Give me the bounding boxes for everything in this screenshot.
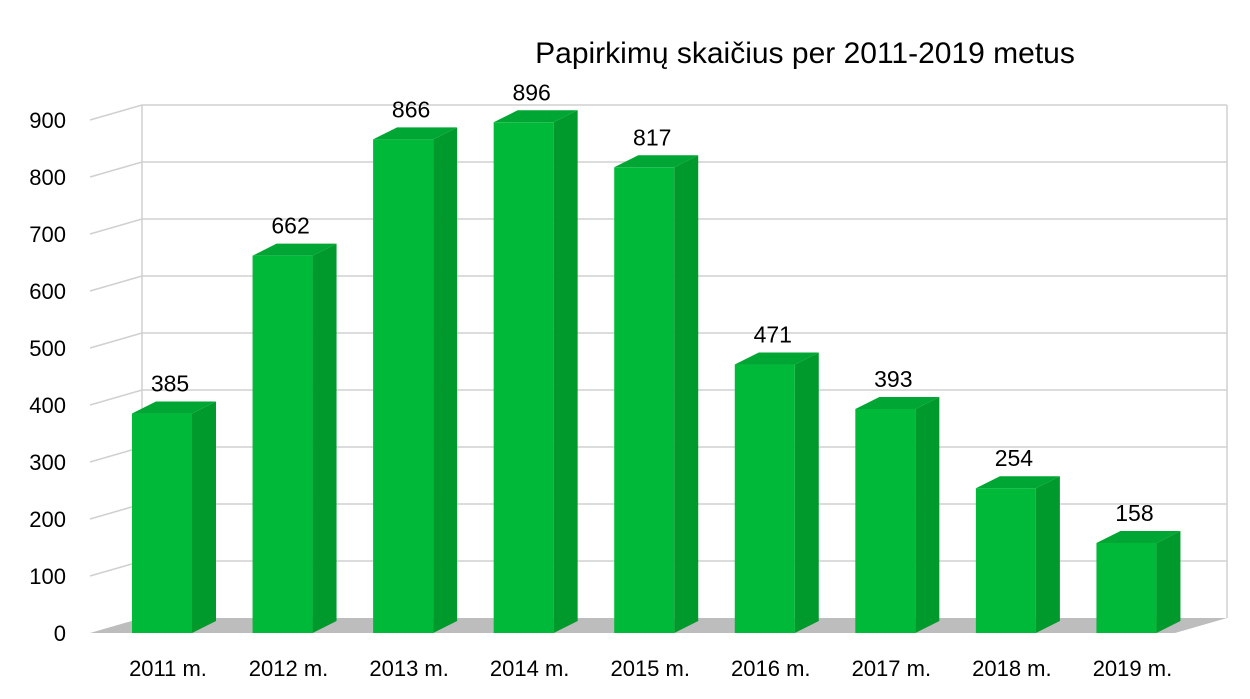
chart-title: Papirkimų skaičius per 2011-2019 metus xyxy=(535,37,1075,70)
bar-front xyxy=(614,167,675,633)
y-tick-label: 200 xyxy=(29,507,66,532)
y-tick-label: 300 xyxy=(29,450,66,475)
bars-layer xyxy=(132,110,1181,633)
bar-top xyxy=(373,127,458,140)
bar xyxy=(855,396,940,633)
labels-layer: 0 100 200 300 400 500 600 700 800 900 385 2011 m. 66… xyxy=(29,79,1172,681)
bar-value-label: 817 xyxy=(633,124,671,150)
bar-value-label: 158 xyxy=(1115,500,1153,526)
y-tick-label: 900 xyxy=(29,108,66,133)
bar-top xyxy=(132,401,216,414)
gridline xyxy=(89,161,1227,178)
y-tick-label: 100 xyxy=(29,564,66,589)
bar-top xyxy=(734,352,819,365)
x-tick-label: 2016 m. xyxy=(731,656,811,681)
bar-front xyxy=(975,488,1036,633)
bar xyxy=(132,401,216,633)
y-tick-label: 500 xyxy=(29,336,66,361)
bar-front xyxy=(132,413,192,633)
bar-top xyxy=(252,243,337,256)
bar-front xyxy=(855,408,916,633)
bar-value-label: 662 xyxy=(271,213,309,239)
x-tick-label: 2015 m. xyxy=(610,656,690,681)
y-tick-label: 0 xyxy=(54,621,66,646)
gridline xyxy=(89,389,1227,406)
x-tick-label: 2017 m. xyxy=(852,656,932,681)
bar-top xyxy=(1096,530,1181,543)
bar-value-label: 896 xyxy=(512,79,550,105)
bar xyxy=(373,127,458,633)
x-tick-label: 2014 m. xyxy=(490,656,570,681)
bar xyxy=(1096,530,1181,633)
y-tick-label: 700 xyxy=(29,222,66,247)
bar xyxy=(252,243,337,633)
bar xyxy=(493,110,578,633)
gridline xyxy=(89,104,1227,121)
bar-front xyxy=(373,139,434,633)
bar-top xyxy=(855,396,940,409)
bar-front xyxy=(734,364,795,633)
bar-value-label: 393 xyxy=(874,366,912,392)
bar-side xyxy=(794,352,819,633)
bar-value-label: 385 xyxy=(151,371,189,397)
bar-side xyxy=(433,127,458,633)
bar-value-label: 254 xyxy=(995,445,1034,471)
bar xyxy=(975,476,1060,633)
bar-side xyxy=(674,155,699,633)
y-tick-label: 800 xyxy=(29,165,66,190)
bar-top xyxy=(493,110,578,123)
bar xyxy=(734,352,819,633)
bar-side xyxy=(553,110,578,633)
bar-side xyxy=(1156,530,1181,633)
bar-top xyxy=(975,476,1060,489)
bar-top xyxy=(614,155,699,168)
x-tick-label: 2018 m. xyxy=(972,656,1052,681)
bar-side xyxy=(1035,476,1060,633)
bar-side xyxy=(915,396,940,633)
y-tick-label: 400 xyxy=(29,393,66,418)
y-tick-label: 600 xyxy=(29,279,66,304)
gridline xyxy=(89,332,1227,349)
bar xyxy=(614,155,699,633)
gridline xyxy=(89,275,1227,292)
x-tick-label: 2011 m. xyxy=(129,656,207,681)
bar-value-label: 471 xyxy=(754,322,792,348)
x-tick-label: 2019 m. xyxy=(1093,656,1173,681)
bar-front xyxy=(1096,542,1157,633)
bar-value-label: 866 xyxy=(392,96,430,122)
bar-front xyxy=(493,122,554,633)
gridline xyxy=(89,218,1227,235)
bar-front xyxy=(252,255,313,633)
bar-side xyxy=(312,243,337,633)
x-tick-label: 2012 m. xyxy=(249,656,329,681)
x-tick-label: 2013 m. xyxy=(369,656,449,681)
bar-side xyxy=(192,401,216,633)
